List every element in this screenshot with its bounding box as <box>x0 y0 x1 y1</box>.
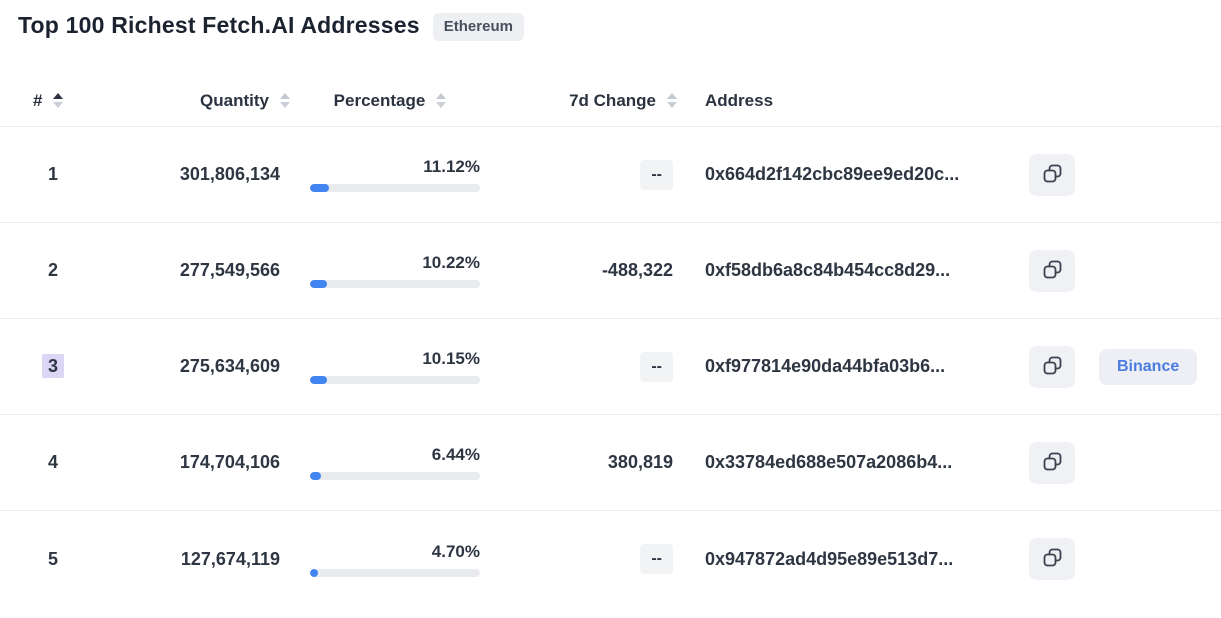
address-value: 0x33784ed688e507a2086b4... <box>705 452 953 472</box>
table-row: 1 301,806,134 11.12% -- 0x664d2f142cbc89… <box>0 127 1221 223</box>
table-row: 2 277,549,566 10.22% -488,322 0xf58db6a8… <box>0 223 1221 319</box>
exchange-tag[interactable]: Binance <box>1099 348 1198 385</box>
table-header: # Quantity Percentage 7d Change Address <box>0 75 1221 127</box>
rank-value: 2 <box>48 260 59 280</box>
column-header-change[interactable]: 7d Change <box>490 91 685 111</box>
column-label-quantity: Quantity <box>200 90 269 110</box>
rank-cell: 5 <box>18 549 100 570</box>
change-value: -- <box>640 351 673 382</box>
percentage-value: 6.44% <box>431 445 480 464</box>
address-value: 0xf58db6a8c84b454cc8d29... <box>705 260 951 280</box>
percentage-bar-fill <box>310 184 329 192</box>
address-value: 0xf977814e90da44bfa03b6... <box>705 356 946 376</box>
column-header-percentage[interactable]: Percentage <box>290 91 490 111</box>
rank-cell: 4 <box>18 452 100 473</box>
percentage-value: 10.22% <box>422 253 480 272</box>
copy-address-button[interactable] <box>1029 249 1075 292</box>
change-cell: -488,322 <box>490 260 685 281</box>
percentage-bar-fill <box>310 376 328 384</box>
copy-address-button[interactable] <box>1029 441 1075 484</box>
column-header-address: Address <box>685 91 1221 111</box>
sort-updown-icon[interactable] <box>280 93 290 108</box>
change-cell: 380,819 <box>490 452 685 473</box>
column-label-change: 7d Change <box>569 90 656 110</box>
percentage-bar-track <box>310 280 480 288</box>
column-label-rank: # <box>33 90 43 110</box>
change-value: -- <box>640 544 673 574</box>
change-cell: -- <box>490 159 685 190</box>
percentage-value: 10.15% <box>422 349 480 368</box>
rank-value: 1 <box>48 164 59 184</box>
copy-address-button[interactable] <box>1029 153 1075 196</box>
rank-cell: 1 <box>18 164 100 185</box>
copy-icon <box>1042 451 1063 475</box>
address-cell: 0xf58db6a8c84b454cc8d29... <box>685 249 1221 292</box>
copy-icon <box>1042 259 1063 283</box>
sort-updown-icon[interactable] <box>667 93 677 108</box>
address-cell: 0xf977814e90da44bfa03b6... Binance <box>685 345 1221 388</box>
address-value: 0x664d2f142cbc89ee9ed20c... <box>705 164 960 184</box>
percentage-bar-track <box>310 472 480 480</box>
sort-updown-icon[interactable] <box>436 93 447 108</box>
change-value: -- <box>640 159 673 190</box>
page-header: Top 100 Richest Fetch.AI Addresses Ether… <box>0 0 1221 41</box>
address-cell: 0x947872ad4d95e89e513d7... <box>685 538 1221 580</box>
percentage-value: 11.12% <box>423 157 480 176</box>
percentage-bar-fill <box>310 568 318 577</box>
change-cell: -- <box>490 351 685 382</box>
copy-icon <box>1042 163 1063 187</box>
percentage-bar-track <box>310 568 480 577</box>
percentage-bar-fill <box>310 280 328 288</box>
table-body: 1 301,806,134 11.12% -- 0x664d2f142cbc89… <box>0 127 1221 607</box>
quantity-value: 301,806,134 <box>179 164 280 184</box>
percentage-cell: 10.15% <box>290 349 490 384</box>
page-title: Top 100 Richest Fetch.AI Addresses <box>18 12 420 38</box>
percentage-cell: 11.12% <box>290 157 490 192</box>
percentage-cell: 4.70% <box>290 542 490 577</box>
rank-value: 4 <box>48 452 59 472</box>
address-cell: 0x664d2f142cbc89ee9ed20c... <box>685 153 1221 196</box>
quantity-value: 174,704,106 <box>179 452 280 472</box>
quantity-value: 277,549,566 <box>179 260 280 280</box>
chain-badge: Ethereum <box>432 13 524 41</box>
change-value: 380,819 <box>607 452 673 472</box>
percentage-value: 4.70% <box>431 541 480 561</box>
column-label-percentage: Percentage <box>333 90 426 110</box>
column-header-rank[interactable]: # <box>18 91 100 111</box>
rank-value: 5 <box>48 548 59 569</box>
copy-icon <box>1042 547 1063 571</box>
sort-updown-icon[interactable] <box>53 93 64 108</box>
address-value: 0x947872ad4d95e89e513d7... <box>705 548 954 569</box>
address-cell: 0x33784ed688e507a2086b4... <box>685 441 1221 484</box>
quantity-value: 127,674,119 <box>180 548 280 569</box>
copy-address-button[interactable] <box>1029 345 1075 388</box>
column-label-address: Address <box>705 90 774 110</box>
table-row: 4 174,704,106 6.44% 380,819 0x33784ed688… <box>0 415 1221 511</box>
percentage-bar-track <box>310 376 480 384</box>
copy-icon <box>1042 355 1063 379</box>
change-cell: -- <box>490 544 685 574</box>
percentage-bar-track <box>310 184 480 192</box>
percentage-cell: 6.44% <box>290 445 490 480</box>
table-row: 5 127,674,119 4.70% -- 0x947872ad4d95e89… <box>0 511 1221 607</box>
table-row: 3 275,634,609 10.15% -- 0xf977814e90da44… <box>0 319 1221 415</box>
percentage-cell: 10.22% <box>290 253 490 288</box>
quantity-value: 275,634,609 <box>179 356 280 376</box>
change-value: -488,322 <box>601 260 673 280</box>
rank-value: 3 <box>42 354 65 378</box>
column-header-quantity[interactable]: Quantity <box>100 91 290 111</box>
percentage-bar-fill <box>310 472 321 480</box>
rank-cell: 3 <box>18 354 100 378</box>
rank-cell: 2 <box>18 260 100 281</box>
copy-address-button[interactable] <box>1029 538 1075 580</box>
